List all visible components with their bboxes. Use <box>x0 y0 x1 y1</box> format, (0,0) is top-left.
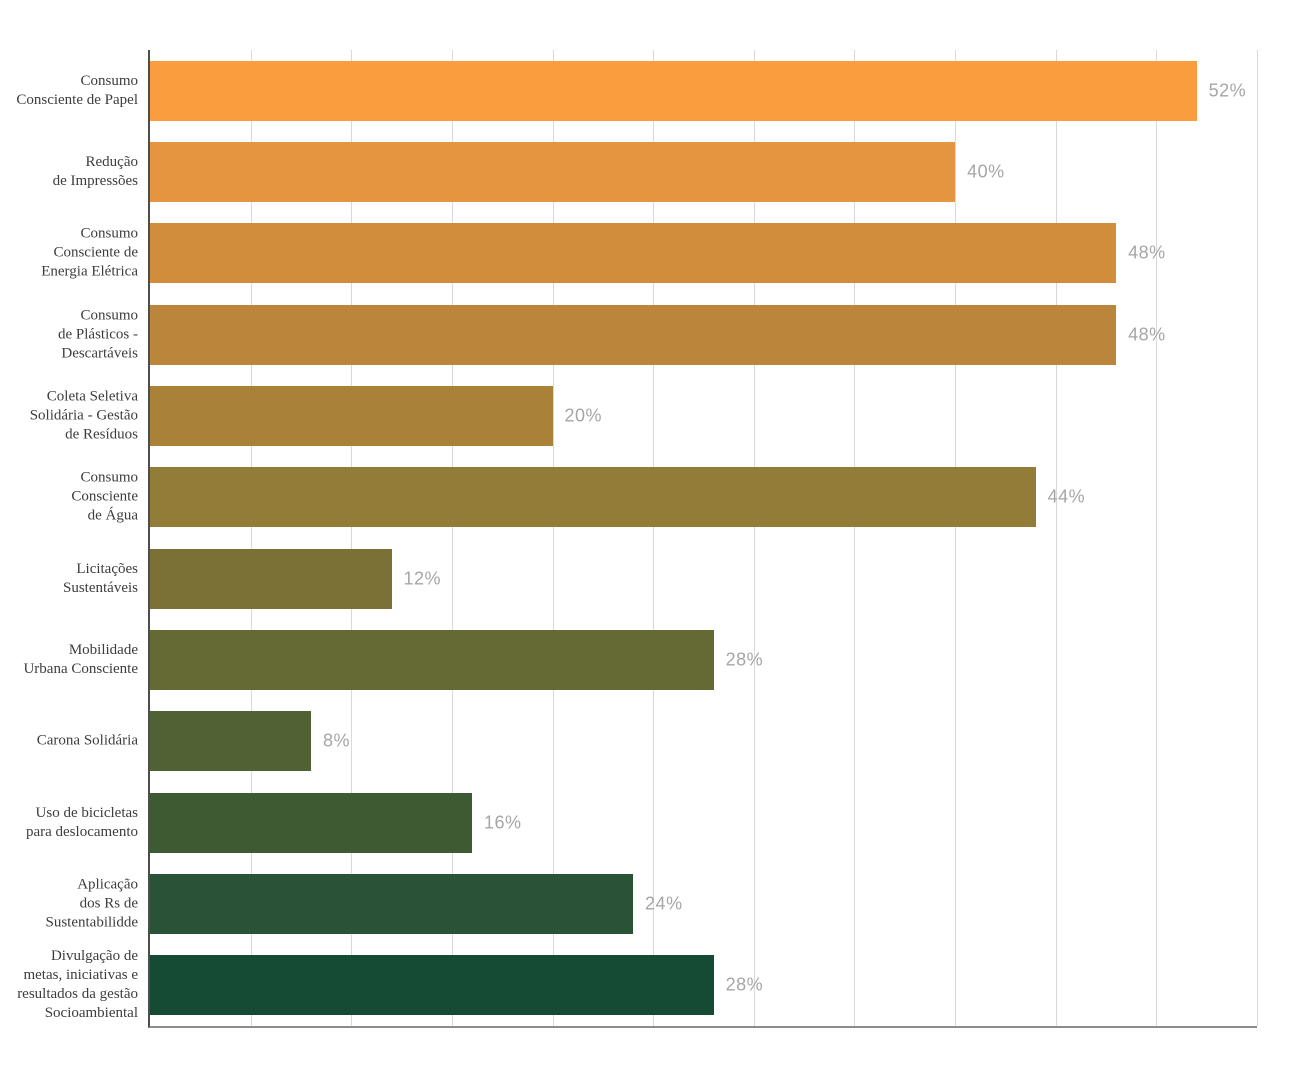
value-label: 24% <box>645 893 683 914</box>
bar <box>150 955 714 1016</box>
value-label: 20% <box>564 405 603 426</box>
value-label: 28% <box>725 649 764 670</box>
value-label: 40% <box>967 161 1005 182</box>
category-label: Redução de Impressões <box>52 153 138 189</box>
value-label: 48% <box>1128 242 1166 263</box>
chart-row: Uso de bicicletas para deslocamento 16% <box>26 782 1257 863</box>
gridline <box>552 50 554 1026</box>
bar <box>150 385 553 446</box>
gridline <box>451 50 453 1026</box>
bar <box>150 711 312 772</box>
value-label: 8% <box>323 730 351 751</box>
bar <box>150 792 473 853</box>
bar <box>150 223 1117 284</box>
bar <box>150 60 1197 121</box>
gridline <box>1055 50 1057 1026</box>
chart-row: Consumo Consciente de Papel 52% <box>16 50 1257 131</box>
category-label: Consumo Consciente de Energia Elétrica <box>41 225 138 280</box>
value-label: 44% <box>1047 486 1086 507</box>
chart-row: Consumo Consciente de Energia Elétrica 4… <box>41 213 1257 294</box>
chart-row: Licitações Sustentáveis 12% <box>63 538 1257 619</box>
gridline <box>351 50 353 1026</box>
category-label: Divulgação de metas, iniciativas e resul… <box>17 948 138 1022</box>
gridline <box>955 50 957 1026</box>
value-label: 12% <box>403 568 442 589</box>
bar <box>150 873 634 934</box>
category-label: Uso de bicicletas para deslocamento <box>25 804 138 840</box>
category-label: Consumo Consciente de Água <box>71 469 138 524</box>
bar <box>150 629 714 690</box>
chart-row: Divulgação de metas, iniciativas e resul… <box>17 945 1257 1026</box>
chart-row: Carona Solidária 8% <box>37 701 1257 782</box>
bar <box>150 467 1036 528</box>
category-label: Aplicação dos Rs de Sustentabilidde <box>45 876 139 931</box>
chart-row: Aplicação dos Rs de Sustentabilidde 24% <box>46 863 1257 944</box>
gridline <box>1257 50 1258 1026</box>
value-label: 28% <box>725 974 764 995</box>
chart-row: Consumo de Plásticos - Descartáveis 48% <box>58 294 1257 375</box>
gridline <box>1156 50 1158 1026</box>
category-label: Consumo Consciente de Papel <box>16 72 138 108</box>
category-label: Carona Solidária <box>36 732 138 749</box>
bar <box>150 548 392 609</box>
bar <box>150 304 1117 365</box>
category-label: Coleta Seletiva Solidária - Gestão de Re… <box>29 388 138 443</box>
gridline <box>653 50 655 1026</box>
chart-row: Mobilidade Urbana Consciente 28% <box>23 619 1257 700</box>
chart-row: Redução de Impressões 40% <box>53 131 1257 212</box>
category-label: Consumo de Plásticos - Descartáveis <box>58 307 138 362</box>
chart-row: Consumo Consciente de Água 44% <box>71 457 1257 538</box>
gridline <box>854 50 856 1026</box>
value-label: 16% <box>484 812 522 833</box>
bar-chart-plot-area: Consumo Consciente de Papel 52% Redução … <box>16 50 1258 1028</box>
bar <box>150 141 956 202</box>
value-label: 48% <box>1128 324 1166 345</box>
value-label: 52% <box>1208 80 1247 101</box>
gridline <box>250 50 252 1026</box>
chart-row: Coleta Seletiva Solidária - Gestão de Re… <box>30 375 1257 456</box>
category-label: Mobilidade Urbana Consciente <box>23 641 138 677</box>
gridline <box>753 50 755 1026</box>
category-label: Licitações Sustentáveis <box>63 560 138 596</box>
